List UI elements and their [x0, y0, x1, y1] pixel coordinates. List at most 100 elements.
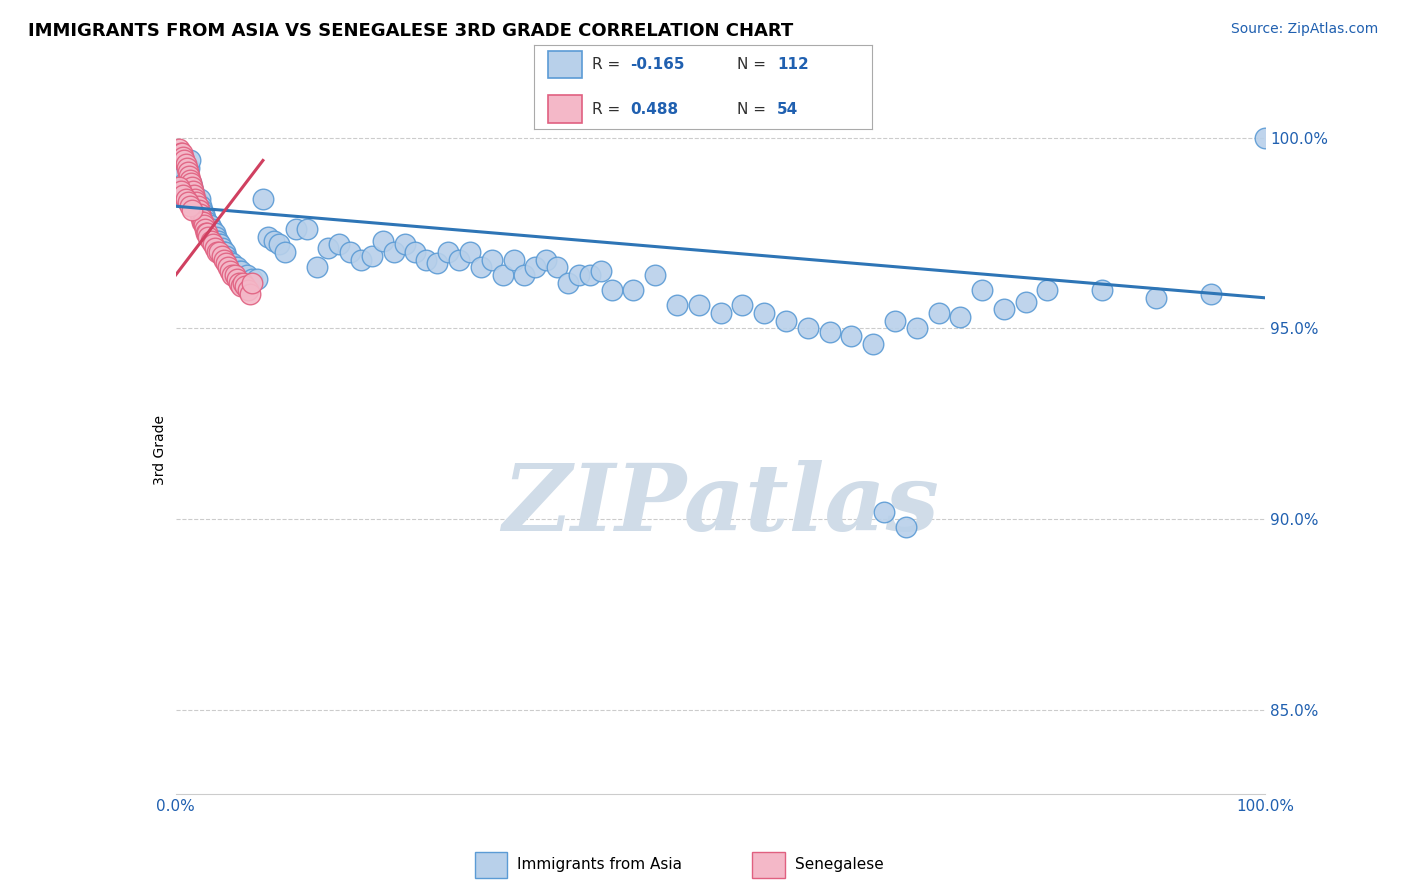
- Point: [172, 187, 194, 202]
- Point: [1015, 294, 1038, 309]
- Bar: [548, 52, 582, 78]
- Point: [195, 214, 218, 228]
- Point: [200, 234, 222, 248]
- Point: [184, 192, 207, 206]
- Point: [688, 298, 710, 312]
- Point: [1091, 283, 1114, 297]
- Point: [394, 237, 416, 252]
- Point: [217, 260, 239, 275]
- Point: [193, 207, 215, 221]
- Point: [1036, 283, 1059, 297]
- Point: [350, 252, 373, 267]
- Point: [187, 199, 209, 213]
- Point: [194, 211, 217, 225]
- Point: [240, 276, 263, 290]
- Point: [211, 249, 233, 263]
- Point: [217, 252, 239, 267]
- Point: [274, 245, 297, 260]
- Point: [170, 187, 193, 202]
- Point: [360, 249, 382, 263]
- Point: [211, 241, 233, 255]
- Point: [177, 195, 200, 210]
- Point: [188, 207, 211, 221]
- Point: [426, 256, 449, 270]
- Text: ZIPatlas: ZIPatlas: [502, 460, 939, 550]
- Point: [197, 219, 219, 233]
- Text: R =: R =: [592, 102, 624, 117]
- Text: 0.488: 0.488: [630, 102, 679, 117]
- Point: [181, 180, 204, 194]
- Point: [195, 226, 218, 240]
- Point: [208, 245, 231, 260]
- Point: [993, 302, 1015, 317]
- Point: [437, 245, 460, 260]
- Point: [731, 298, 754, 312]
- Point: [179, 172, 201, 186]
- Point: [557, 276, 579, 290]
- Point: [232, 276, 254, 290]
- Point: [862, 336, 884, 351]
- Point: [796, 321, 818, 335]
- Point: [246, 271, 269, 285]
- Point: [180, 177, 202, 191]
- Point: [534, 252, 557, 267]
- Text: N =: N =: [737, 102, 770, 117]
- Point: [174, 180, 197, 194]
- Point: [215, 249, 238, 263]
- Point: [170, 184, 193, 198]
- Point: [589, 264, 612, 278]
- Point: [193, 219, 215, 233]
- Point: [621, 283, 644, 297]
- Point: [269, 237, 291, 252]
- Point: [201, 222, 224, 236]
- Point: [190, 211, 212, 225]
- Point: [371, 234, 394, 248]
- Point: [207, 234, 229, 248]
- Point: [176, 184, 198, 198]
- Point: [205, 229, 228, 244]
- Point: [328, 237, 350, 252]
- Point: [252, 192, 274, 206]
- Bar: [752, 853, 785, 878]
- Point: [204, 241, 226, 255]
- Point: [263, 234, 285, 248]
- Point: [187, 203, 209, 218]
- Point: [186, 192, 208, 206]
- Point: [181, 184, 204, 198]
- Point: [236, 283, 259, 297]
- Point: [225, 271, 247, 285]
- Point: [170, 145, 193, 160]
- Y-axis label: 3rd Grade: 3rd Grade: [153, 416, 167, 485]
- Point: [228, 276, 250, 290]
- Point: [214, 245, 236, 260]
- Point: [191, 214, 214, 228]
- Text: Senegalese: Senegalese: [796, 857, 884, 871]
- Point: [1254, 130, 1277, 145]
- Text: IMMIGRANTS FROM ASIA VS SENEGALESE 3RD GRADE CORRELATION CHART: IMMIGRANTS FROM ASIA VS SENEGALESE 3RD G…: [28, 22, 793, 40]
- Point: [841, 329, 863, 343]
- Point: [205, 234, 228, 248]
- Point: [173, 153, 195, 168]
- Point: [224, 260, 246, 275]
- Point: [195, 214, 218, 228]
- Point: [666, 298, 689, 312]
- Point: [492, 268, 515, 282]
- Point: [183, 187, 205, 202]
- Point: [195, 226, 218, 240]
- Point: [447, 252, 470, 267]
- Point: [513, 268, 536, 282]
- Point: [1144, 291, 1167, 305]
- Point: [775, 314, 797, 328]
- Point: [190, 199, 212, 213]
- Point: [209, 237, 232, 252]
- Point: [818, 325, 841, 339]
- Point: [502, 252, 524, 267]
- Point: [177, 165, 200, 179]
- Point: [212, 245, 235, 260]
- Point: [905, 321, 928, 335]
- Point: [405, 245, 427, 260]
- Point: [1199, 287, 1222, 301]
- Point: [215, 256, 238, 270]
- Point: [235, 268, 257, 282]
- Point: [174, 157, 197, 171]
